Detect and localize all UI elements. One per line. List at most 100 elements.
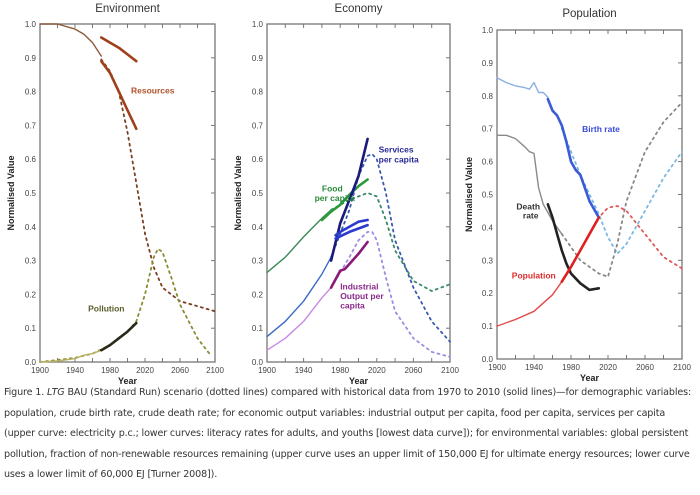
series-industrial-output-per-capita-data xyxy=(329,240,369,289)
y-tick-label: 0.2 xyxy=(482,289,494,298)
y-tick-label: 0.6 xyxy=(482,158,494,167)
x-tick-label: 1980 xyxy=(562,363,580,372)
chart-environment: Environment 0.0 0.1 0.2 0.3 0.4 0.5 0.6 0.7 0.8 0.… xyxy=(6,3,224,385)
chart-title: Environment xyxy=(95,3,160,15)
x-tick-label: 2020 xyxy=(368,366,386,375)
x-tick-label: 1940 xyxy=(66,366,84,375)
annotation-death: Death xyxy=(516,201,540,211)
y-tick-label: 0.6 xyxy=(252,155,264,164)
x-tick-label: 1940 xyxy=(295,366,313,375)
annotation-population: Population xyxy=(512,270,556,280)
plot-frame xyxy=(39,23,216,363)
y-tick-label: 0.4 xyxy=(252,223,264,232)
figure-charts: Environment 0.0 0.1 0.2 0.3 0.4 0.5 0.6 0.7 0.8 0.… xyxy=(6,3,691,385)
annotation-industrial: Industrial xyxy=(340,281,378,291)
y-tick-label: 0.0 xyxy=(25,358,37,367)
x-tick-label: 2060 xyxy=(636,363,654,372)
x-tick-label: 2060 xyxy=(171,366,189,375)
series-food-per-capita-data xyxy=(320,178,369,222)
y-tick-label: 0.4 xyxy=(482,223,494,232)
series-birth-rate-model xyxy=(560,127,683,255)
y-tick-label: 1.0 xyxy=(25,20,37,29)
series-industrial-output-per-capita-history xyxy=(266,286,332,351)
caption-text: BAU (Standard Run) scenario (dotted line… xyxy=(4,387,692,480)
series-birth-rate-history xyxy=(496,76,549,99)
y-tick-label: 0.8 xyxy=(25,88,37,97)
y-tick-label: 0.9 xyxy=(252,54,264,63)
x-tick-label: 1980 xyxy=(101,366,119,375)
y-tick-label: 0.6 xyxy=(25,155,37,164)
y-tick-label: 0.8 xyxy=(482,92,494,101)
y-tick-label: 0.9 xyxy=(25,54,37,63)
series-birth-rate-data xyxy=(546,97,601,219)
x-tick-label: 2100 xyxy=(441,366,459,375)
y-tick-label: 0.4 xyxy=(25,223,37,232)
annotation-resources: Resources xyxy=(131,85,175,95)
x-tick-label: 2100 xyxy=(206,366,224,375)
annotation-per-capita: per capita xyxy=(315,193,355,203)
y-tick-label: 0.7 xyxy=(252,121,264,130)
y-tick-label: 0.1 xyxy=(482,322,494,331)
x-tick-label: 2100 xyxy=(673,363,691,372)
x-axis-label: Year xyxy=(349,376,369,385)
series-population-data xyxy=(560,216,601,284)
y-tick-label: 0.7 xyxy=(482,125,494,134)
figure-caption: Figure 1. LTG BAU (Standard Run) scenari… xyxy=(4,383,698,486)
annotation-birth-rate: Birth rate xyxy=(582,124,620,134)
x-tick-label: 2020 xyxy=(599,363,617,372)
series-pollution-model xyxy=(39,247,212,363)
series-resources-model-history-thin xyxy=(39,23,103,57)
y-tick-label: 0.1 xyxy=(25,324,37,333)
x-tick-label: 2060 xyxy=(405,366,423,375)
y-tick-label: 0.0 xyxy=(252,358,264,367)
series-resources-upper-data xyxy=(100,36,138,63)
series-pollution-history-thin xyxy=(39,349,103,363)
y-tick-label: 0.5 xyxy=(25,189,37,198)
x-tick-label: 1980 xyxy=(331,366,349,375)
series-services-per-capita-model xyxy=(330,153,451,343)
y-tick-label: 0.1 xyxy=(252,324,264,333)
series-services-per-capita-data-youth-literacy xyxy=(334,223,369,240)
caption-italic: LTG xyxy=(47,387,65,398)
series-resources-lower-60-000-ej-model xyxy=(100,58,216,313)
y-tick-label: 0.8 xyxy=(252,88,264,97)
y-tick-label: 0.3 xyxy=(482,256,494,265)
annotation-capita: capita xyxy=(340,300,365,310)
annotation-pollution: Pollution xyxy=(88,303,124,313)
x-tick-label: 1900 xyxy=(488,363,506,372)
annotation-food: Food xyxy=(322,183,343,193)
y-tick-label: 0.0 xyxy=(482,355,494,364)
caption-prefix: Figure 1. xyxy=(4,387,48,398)
series-industrial-output-per-capita-model xyxy=(330,230,451,358)
series-services-per-capita-data-electricity xyxy=(329,137,369,262)
x-tick-label: 1940 xyxy=(525,363,543,372)
y-tick-label: 0.9 xyxy=(482,59,494,68)
y-axis-label: Normalised Value xyxy=(233,155,243,230)
series-population-model xyxy=(560,205,683,283)
annotation-output-per: Output per xyxy=(340,291,384,301)
x-tick-label: 1900 xyxy=(31,366,49,375)
chart-title: Population xyxy=(562,8,616,20)
series-death-rate-model xyxy=(560,101,683,278)
series-death-rate-data xyxy=(546,203,601,292)
y-tick-label: 1.0 xyxy=(252,20,264,29)
series-population-history xyxy=(496,281,563,327)
y-axis-label: Normalised Value xyxy=(6,155,16,230)
y-tick-label: 0.2 xyxy=(252,290,264,299)
annotation-services: Services xyxy=(379,144,414,154)
series-food-per-capita-model xyxy=(330,192,451,292)
y-tick-label: 0.5 xyxy=(482,191,494,200)
x-axis-label: Year xyxy=(118,376,138,385)
annotation-per-capita: per capita xyxy=(379,155,419,165)
chart-title: Economy xyxy=(335,3,383,15)
chart-population: Population 0.0 0.1 0.2 0.3 0.4 0.5 0.6 0.7 0.8 0.9… xyxy=(464,8,691,383)
x-axis-label: Year xyxy=(580,373,600,383)
y-axis-label: Normalised Value xyxy=(464,157,474,232)
series-services-per-capita-data-adult-literacy xyxy=(334,218,369,237)
y-tick-label: 1.0 xyxy=(482,26,494,35)
y-tick-label: 0.2 xyxy=(25,290,37,299)
series-services-per-capita-history xyxy=(266,256,332,338)
x-tick-label: 2020 xyxy=(136,366,154,375)
y-tick-label: 0.7 xyxy=(25,121,37,130)
series-death-rate-history xyxy=(496,134,563,235)
